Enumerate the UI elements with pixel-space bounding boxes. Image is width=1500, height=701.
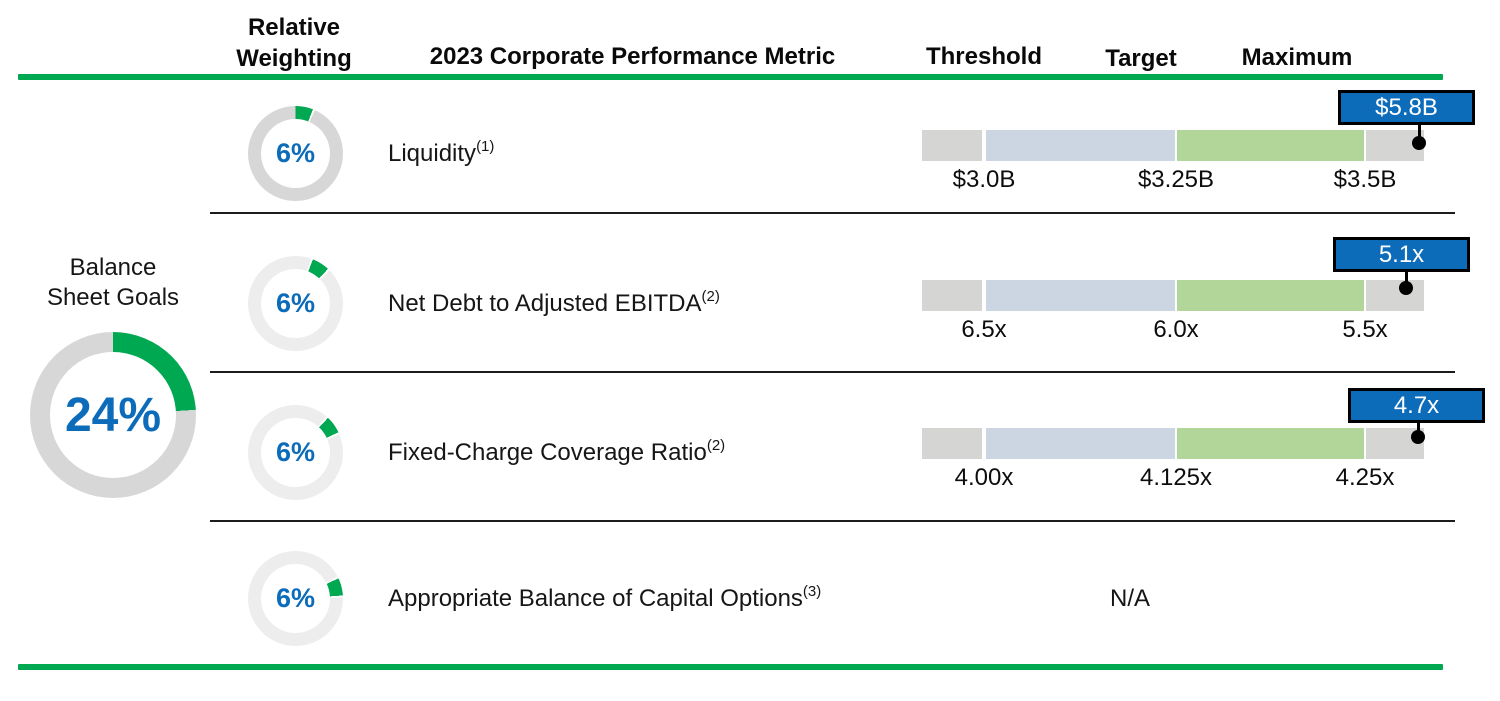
row4-metric-name: Appropriate Balance of Capital Options bbox=[388, 585, 803, 612]
bar-segment-below-threshold bbox=[922, 280, 982, 311]
row1-callout-stem bbox=[1418, 125, 1421, 143]
row2-maximum-value: 5.5x bbox=[1342, 316, 1388, 343]
row2-weight-value: 6% bbox=[275, 288, 316, 318]
group-label-line2: Sheet Goals bbox=[46, 284, 180, 311]
row3-weight-value: 6% bbox=[275, 437, 316, 467]
row1-scale-bar bbox=[922, 130, 1424, 161]
row2-threshold-value: 6.5x bbox=[961, 316, 1007, 343]
bar-segment-above-maximum bbox=[1366, 280, 1424, 311]
bar-segment-target-to-maximum bbox=[1177, 280, 1364, 311]
row1-actual-value: $5.8B bbox=[1375, 93, 1438, 121]
row-separator bbox=[210, 520, 1455, 522]
row3-callout-marker-dot bbox=[1411, 430, 1425, 444]
row2-callout-stem bbox=[1405, 272, 1408, 288]
row1-threshold-value: $3.0B bbox=[952, 166, 1016, 193]
row-separator bbox=[210, 371, 1455, 373]
row2-metric-label: Net Debt to Adjusted EBITDA(2) bbox=[388, 288, 948, 318]
row1-weight-value: 6% bbox=[275, 138, 316, 168]
row3-threshold-value: 4.00x bbox=[954, 464, 1014, 491]
row2-actual-value: 5.1x bbox=[1378, 240, 1425, 268]
row2-footnote-ref: (2) bbox=[701, 288, 720, 305]
row4-metric-label: Appropriate Balance of Capital Options(3… bbox=[388, 583, 948, 613]
row4-weight-value: 6% bbox=[275, 583, 316, 613]
row4-weight-donut: 6% bbox=[248, 551, 343, 646]
row3-actual-value-callout: 4.7x bbox=[1348, 388, 1485, 423]
row1-metric-name: Liquidity bbox=[388, 140, 477, 167]
row2-metric-name: Net Debt to Adjusted EBITDA bbox=[388, 290, 702, 317]
group-label-line1: Balance bbox=[69, 254, 157, 281]
row2-weight-donut: 6% bbox=[248, 256, 343, 351]
group-label: Balance Sheet Goals bbox=[18, 253, 208, 313]
bar-segment-target-to-maximum bbox=[1177, 130, 1364, 161]
top-accent-rule bbox=[18, 74, 1443, 80]
row-separator bbox=[210, 212, 1455, 214]
row1-actual-value-callout: $5.8B bbox=[1338, 90, 1475, 125]
bottom-accent-rule bbox=[18, 664, 1443, 670]
row3-weight-donut: 6% bbox=[248, 405, 343, 500]
row2-target-value: 6.0x bbox=[1153, 316, 1199, 343]
bar-segment-below-threshold bbox=[922, 428, 982, 459]
group-weight-donut: 24% bbox=[30, 332, 196, 498]
row3-metric-label: Fixed-Charge Coverage Ratio(2) bbox=[388, 437, 948, 467]
row3-scale-bar bbox=[922, 428, 1424, 459]
row2-actual-value-callout: 5.1x bbox=[1333, 237, 1470, 272]
row1-maximum-value: $3.5B bbox=[1333, 166, 1397, 193]
row1-metric-label: Liquidity(1) bbox=[388, 138, 948, 168]
bar-segment-threshold-to-target bbox=[986, 280, 1175, 311]
row3-actual-value: 4.7x bbox=[1393, 391, 1440, 419]
column-header-maximum: Maximum bbox=[1241, 44, 1353, 71]
row1-footnote-ref: (1) bbox=[476, 138, 495, 155]
group-weight-value: 24% bbox=[64, 388, 162, 442]
row1-weight-donut: 6% bbox=[248, 106, 343, 201]
row3-maximum-value: 4.25x bbox=[1335, 464, 1395, 491]
column-header-threshold: Threshold bbox=[925, 43, 1042, 70]
row2-scale-bar bbox=[922, 280, 1424, 311]
row4-not-applicable-value: N/A bbox=[1109, 585, 1150, 612]
row1-target-value: $3.25B bbox=[1137, 166, 1215, 193]
bar-segment-below-threshold bbox=[922, 130, 982, 161]
row4-footnote-ref: (3) bbox=[802, 583, 822, 600]
bar-segment-threshold-to-target bbox=[986, 428, 1175, 459]
column-header-relative-weighting: Relative Weighting bbox=[236, 14, 352, 72]
row2-callout-marker-dot bbox=[1399, 281, 1413, 295]
row3-footnote-ref: (2) bbox=[706, 437, 726, 454]
column-header-metric: 2023 Corporate Performance Metric bbox=[429, 43, 836, 70]
row1-callout-marker-dot bbox=[1412, 136, 1426, 150]
bar-segment-target-to-maximum bbox=[1177, 428, 1364, 459]
bar-segment-threshold-to-target bbox=[986, 130, 1175, 161]
column-header-target: Target bbox=[1105, 45, 1177, 72]
row3-metric-name: Fixed-Charge Coverage Ratio bbox=[388, 439, 707, 466]
row3-target-value: 4.125x bbox=[1139, 464, 1213, 491]
